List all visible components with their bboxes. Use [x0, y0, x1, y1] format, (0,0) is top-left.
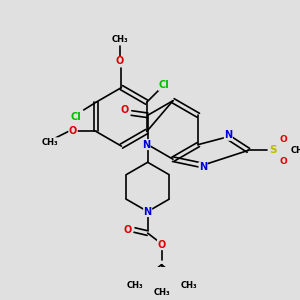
Text: O: O	[120, 105, 129, 115]
Text: N: N	[199, 162, 207, 172]
Text: O: O	[280, 157, 288, 166]
Text: N: N	[144, 207, 152, 217]
Text: O: O	[158, 240, 166, 250]
Text: Cl: Cl	[158, 80, 169, 90]
Text: O: O	[124, 225, 132, 235]
Text: N: N	[224, 130, 232, 140]
Text: Cl: Cl	[71, 112, 81, 122]
Text: CH₃: CH₃	[42, 138, 58, 147]
Text: CH₃: CH₃	[153, 288, 170, 297]
Text: CH₃: CH₃	[112, 35, 128, 44]
Text: S: S	[269, 145, 277, 155]
Text: N: N	[142, 140, 150, 150]
Text: O: O	[116, 56, 124, 66]
Text: CH₃: CH₃	[180, 281, 197, 290]
Text: CH₃: CH₃	[290, 146, 300, 155]
Text: CH₃: CH₃	[126, 281, 143, 290]
Text: O: O	[280, 135, 288, 144]
Text: O: O	[69, 127, 77, 136]
